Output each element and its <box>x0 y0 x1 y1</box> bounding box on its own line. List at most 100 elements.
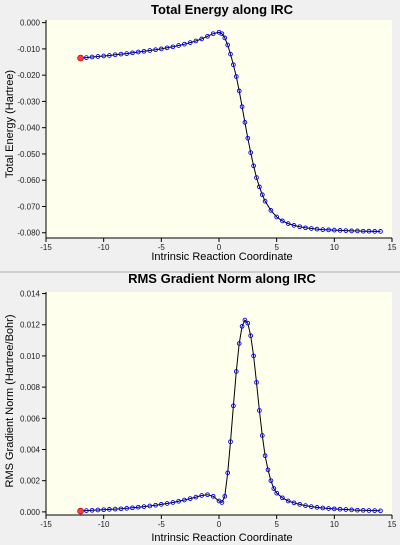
gradient-data-point <box>308 504 314 509</box>
gradient-data-point <box>372 508 378 513</box>
energy-y-tick-label: -0.010 <box>17 45 40 54</box>
energy-data-point <box>182 41 187 47</box>
energy-data-point <box>187 40 193 45</box>
gradient-data-point <box>84 508 89 513</box>
energy-data-point <box>176 43 181 48</box>
gradient-x-tick-label: 15 <box>388 520 397 529</box>
gradient-y-tick-label: 0.000 <box>20 508 41 517</box>
gradient-data-point <box>95 507 101 513</box>
gradient-data-point <box>320 505 326 511</box>
gradient-data-point <box>274 490 280 496</box>
gradient-data-point <box>228 439 233 445</box>
gradient-y-tick-label: 0.014 <box>20 290 41 299</box>
energy-data-point <box>84 55 89 60</box>
gradient-data-point <box>130 505 135 511</box>
gradient-x-tick-label: 5 <box>274 520 279 529</box>
energy-data-point <box>233 74 239 79</box>
energy-data-point <box>193 38 199 44</box>
gradient-x-tick-label: -5 <box>158 520 166 529</box>
energy-data-point <box>219 31 225 37</box>
gradient-chart-title: RMS Gradient Norm along IRC <box>128 273 316 286</box>
energy-data-point <box>101 53 107 59</box>
gradient-data-point <box>219 500 225 505</box>
energy-data-point <box>141 48 147 54</box>
energy-data-point <box>222 35 228 41</box>
gradient-data-point <box>199 493 205 498</box>
energy-data-point <box>245 135 251 141</box>
energy-y-tick-label: -0.040 <box>17 124 40 133</box>
energy-data-point <box>130 50 135 56</box>
gradient-data-point <box>124 505 130 511</box>
gradient-y-tick-label: 0.008 <box>20 383 41 392</box>
gradient-data-point <box>366 508 372 513</box>
gradient-data-point <box>141 504 147 509</box>
energy-x-tick-label: 15 <box>388 243 397 252</box>
energy-data-point <box>257 184 262 190</box>
energy-data-point <box>95 54 101 59</box>
energy-chart: 0.000 -0.010 -0.020 -0.030 -0.040 -0.050 -0.06… <box>4 2 397 263</box>
energy-data-point <box>251 163 256 169</box>
gradient-data-point <box>268 478 274 484</box>
energy-y-tick-label: -0.060 <box>17 176 40 185</box>
gradient-data-point <box>245 320 251 326</box>
gradient-data-point <box>291 500 297 506</box>
energy-data-point <box>262 198 268 204</box>
energy-data-point <box>164 45 170 51</box>
energy-y-tick-label: -0.050 <box>17 150 40 159</box>
gradient-x-tick-label: -15 <box>40 520 52 529</box>
energy-data-point <box>210 31 216 37</box>
gradient-current-point[interactable] <box>77 507 84 515</box>
panel-divider <box>0 271 400 273</box>
gradient-data-point <box>153 502 158 508</box>
energy-data-point <box>303 225 308 231</box>
gradient-data-point <box>164 501 170 506</box>
energy-y-tick-label: -0.030 <box>17 97 40 106</box>
energy-data-point <box>158 46 164 52</box>
gradient-data-point <box>112 506 118 512</box>
gradient-data-point <box>337 506 343 512</box>
energy-y-tick-label: 0.000 <box>20 19 41 28</box>
gradient-data-point <box>107 507 112 512</box>
energy-data-point <box>242 120 248 125</box>
gradient-data-point <box>265 467 271 473</box>
energy-data-point <box>297 224 303 230</box>
energy-x-tick-label: 0 <box>217 243 222 252</box>
energy-plot-area <box>46 20 392 238</box>
gradient-data-point <box>158 502 164 507</box>
gradient-data-point <box>225 470 231 476</box>
gradient-data-point <box>355 507 360 513</box>
energy-data-point <box>372 229 378 234</box>
energy-data-point <box>124 51 130 56</box>
gradient-data-point <box>297 502 303 507</box>
energy-x-tick-label: -10 <box>98 243 110 252</box>
gradient-data-point <box>239 323 245 329</box>
gradient-y-tick-label: 0.012 <box>20 321 41 330</box>
gradient-data-point <box>360 507 366 513</box>
energy-data-point <box>147 48 153 53</box>
gradient-data-point <box>89 507 95 513</box>
energy-data-point <box>349 228 354 234</box>
gradient-data-point <box>242 317 248 323</box>
energy-y-axis-label: Total Energy (Hartree) <box>4 70 16 178</box>
gradient-data-point <box>222 493 228 499</box>
gradient-x-axis-label: Intrinsic Reaction Coordinate <box>151 532 292 544</box>
energy-x-tick-label: -5 <box>158 243 166 252</box>
gradient-data-point <box>349 507 354 513</box>
gradient-data-point <box>248 333 254 339</box>
gradient-x-tick-label: -10 <box>98 520 110 529</box>
gradient-y-tick-label: 0.002 <box>20 477 41 486</box>
gradient-data-point <box>314 505 320 510</box>
gradient-data-point <box>101 507 107 513</box>
gradient-data-point <box>233 369 239 374</box>
gradient-data-point <box>118 506 124 512</box>
energy-current-point[interactable] <box>77 54 84 62</box>
gradient-data-point <box>147 503 153 509</box>
gradient-data-point <box>251 353 256 359</box>
gradient-data-point <box>257 408 262 413</box>
energy-data-point <box>259 192 265 198</box>
gradient-data-point <box>135 504 141 510</box>
energy-data-point <box>199 36 205 42</box>
gradient-data-point <box>271 486 277 491</box>
energy-data-point <box>355 228 360 234</box>
energy-data-point <box>170 44 176 50</box>
